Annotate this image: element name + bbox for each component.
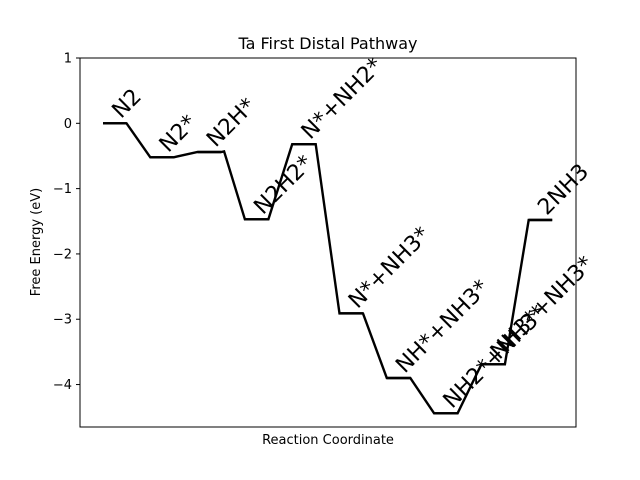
pathway-line <box>103 122 553 415</box>
y-tick-label: −3 <box>53 313 72 328</box>
y-tick-label: −4 <box>53 378 72 393</box>
y-tick-label: −2 <box>53 247 72 262</box>
y-axis-label: Free Energy (eV) <box>29 188 44 296</box>
y-tick-label: 1 <box>64 52 72 67</box>
chart-title: Ta First Distal Pathway <box>238 34 418 53</box>
y-axis: 1 0 −1 −2 −3 −4 <box>53 52 80 393</box>
x-axis-label: Reaction Coordinate <box>262 433 394 448</box>
y-tick-label: −1 <box>53 182 72 197</box>
pathway-series <box>103 122 553 415</box>
y-tick-label: 0 <box>64 117 72 132</box>
